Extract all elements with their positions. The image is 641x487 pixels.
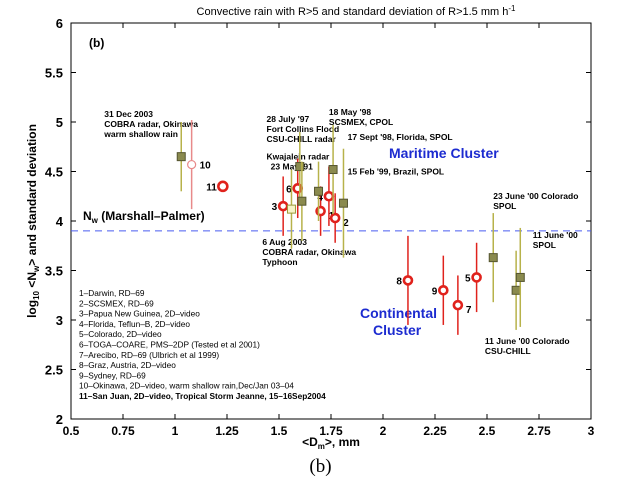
circle-marker (329, 212, 341, 224)
square-marker (338, 198, 348, 208)
circle-marker (217, 180, 229, 193)
annotation-label: 18 May '98 SCSMEX, CPOL (329, 107, 393, 127)
key-entry: 3–Papua New Guinea, 2D–video (79, 309, 200, 319)
annotation-label: 28 July '97 Fort Collins Flood CSU-CHILL r… (267, 114, 340, 144)
point-label: 8 (396, 276, 402, 287)
x-tick-label: 1.75 (319, 424, 343, 438)
point-label: 5 (465, 273, 471, 284)
square-marker (295, 162, 305, 172)
y-tick-label: 4.5 (45, 165, 63, 180)
maritime-cluster-label: Maritime Cluster (389, 145, 499, 161)
key-entry: 2–SCSMEX, RD–69 (79, 298, 154, 308)
circle-marker (452, 299, 464, 311)
x-tick-label: 1 (172, 424, 179, 438)
annotation-label: 11 June '00 Colorado CSU-CHILL (485, 336, 570, 356)
annotation-label: 23 May '91 (271, 162, 313, 172)
annotations: 31 Dec 2003 COBRA radar, Okinawa warm shal… (103, 107, 578, 356)
point-label: 3 (272, 202, 278, 213)
x-axis-label: <Dm>, mm (302, 435, 360, 451)
x-tick-label: 2 (380, 424, 387, 438)
key-entry: 4–Florida, Teflun–B, 2D–video (79, 319, 190, 329)
y-tick-label: 2.5 (45, 363, 63, 378)
key-entry: 1–Darwin, RD–69 (79, 288, 145, 298)
annotation-label: 11 June '00 SPOL (533, 230, 578, 250)
circle-marker (323, 190, 335, 202)
y-tick-label: 3 (56, 313, 63, 328)
square-marker (511, 285, 521, 295)
circle-marker (471, 272, 482, 283)
x-tick-label: 3 (588, 424, 595, 438)
annotation-label: 15 Feb '99, Brazil, SPOL (348, 166, 445, 176)
title-superscript: -1 (508, 4, 516, 13)
key-entry: 7–Arecibo, RD–69 (Ulbrich et al 1999) (79, 350, 219, 360)
annotation-label: Kwajalein radar (267, 152, 331, 162)
figure-caption: (b) (309, 456, 332, 477)
x-tick-label: 2.5 (479, 424, 496, 438)
key-entry: 8–Graz, Austria, 2D–video (79, 360, 176, 370)
square-marker (328, 165, 338, 175)
site-key: 1–Darwin, RD–692–SCSMEX, RD–693–Papua Ne… (79, 288, 326, 401)
point-label: 11 (206, 182, 217, 193)
x-tick-label: 1.25 (215, 424, 239, 438)
key-entry: 6–TOGA–COARE, PMS–2DP (Tested et al 2001… (79, 340, 260, 350)
circle-marker (438, 284, 449, 296)
y-axis: 2 2.5 3 3.5 4 4.5 5 5.5 6 (45, 16, 591, 427)
continental-cluster-label-line2: Cluster (373, 322, 422, 338)
point-label: 4 (317, 192, 323, 203)
x-tick-label: 1.5 (271, 424, 288, 438)
point-label: 7 (466, 305, 472, 316)
y-tick-label: 2 (56, 412, 63, 427)
circle-marker (187, 159, 197, 170)
y-tick-label: 5 (56, 115, 63, 130)
y-tick-label: 3.5 (45, 264, 63, 279)
point-label: 6 (286, 184, 292, 195)
x-tick-label: 0.5 (63, 424, 80, 438)
square-marker (286, 204, 296, 214)
continental-cluster-label: Continental (360, 305, 437, 321)
circle-marker (402, 275, 414, 286)
point-label: 10 (200, 161, 212, 172)
circle-marker (277, 200, 289, 212)
x-tick-label: 0.75 (111, 424, 135, 438)
annotation-label: 6 Aug 2003 COBRA radar, Okinawa Typhoon (262, 237, 356, 267)
x-tick-label: 2.25 (423, 424, 447, 438)
marshall-palmer-label: Nw (Marshall–Palmer) (83, 209, 205, 225)
y-axis-label: log10 <Nw> and standard deviation (25, 124, 41, 318)
y-tick-label: 5.5 (45, 66, 63, 81)
annotation-label: 23 June '00 Colorado SPOL (493, 191, 578, 211)
point-label: 9 (432, 286, 438, 297)
key-entry: 11–San Juan, 2D–video, Tropical Storm Je… (79, 391, 326, 401)
y-tick-label: 4 (56, 214, 64, 229)
square-marker (488, 253, 498, 263)
chart-title: Convective rain with R>5 and standard de… (197, 4, 517, 18)
annotation-label: 31 Dec 2003 COBRA radar, Okinawa warm shal… (103, 109, 198, 139)
x-tick-label: 2.75 (527, 424, 551, 438)
square-marker (176, 152, 186, 162)
square-marker (314, 186, 324, 196)
data-points: 1011361428975 (176, 120, 525, 335)
square-marker (515, 272, 525, 282)
key-entry: 10–Okinawa, 2D–video, warm shallow rain,… (79, 381, 294, 391)
annotation-label: 17 Sept '98, Florida, SPOL (348, 132, 453, 142)
x-axis: 0.5 0.75 1 1.25 1.5 1.75 2 2.25 2.5 2.75 3 (63, 23, 595, 438)
key-entry: 5–Colorado, 2D–video (79, 329, 162, 339)
square-marker (297, 196, 307, 206)
y-tick-label: 6 (56, 16, 63, 31)
point-label: 2 (343, 218, 349, 229)
panel-label: (b) (89, 36, 104, 50)
key-entry: 9–Sydney, RD–69 (79, 370, 146, 380)
